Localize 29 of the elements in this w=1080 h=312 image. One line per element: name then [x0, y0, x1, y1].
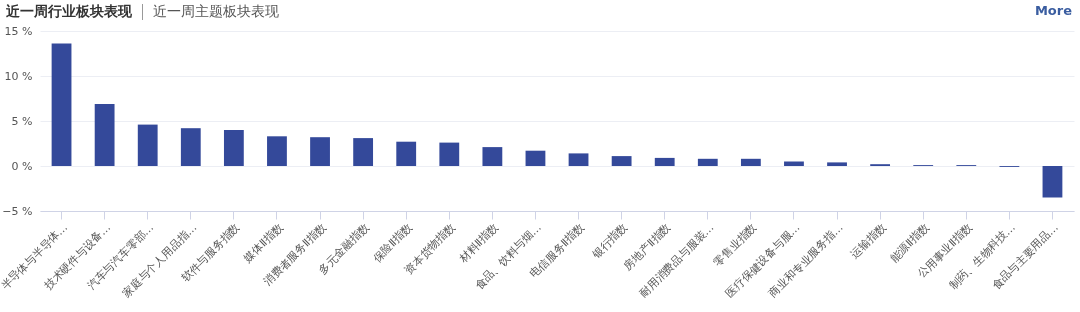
- bar: [439, 142, 460, 166]
- x-tick-label: 运输指数: [848, 220, 889, 262]
- y-tick-label: 5 %: [11, 114, 33, 128]
- bar: [827, 162, 847, 166]
- bar: [137, 124, 158, 166]
- bar: [568, 153, 589, 166]
- bar: [267, 136, 287, 166]
- y-tick-label: 15 %: [4, 24, 33, 38]
- bar: [611, 156, 632, 166]
- y-tick-label: 0 %: [11, 159, 33, 173]
- bar: [94, 103, 115, 166]
- bar: [180, 128, 201, 166]
- bar: [482, 147, 503, 166]
- bar: [353, 138, 374, 166]
- y-tick-label: 10 %: [4, 69, 33, 83]
- bar: [697, 158, 718, 166]
- bar: [654, 157, 675, 166]
- bar: [1042, 166, 1063, 198]
- bar: [310, 137, 330, 166]
- bar: [525, 150, 546, 166]
- y-tick-label: −5 %: [2, 204, 33, 218]
- chart-title: 近一周行业板块表现: [6, 3, 132, 19]
- bar: [396, 141, 417, 166]
- chart-subtitle: 近一周主题板块表现: [153, 3, 279, 19]
- bar: [223, 130, 244, 166]
- bar: [51, 43, 72, 166]
- bar: [784, 161, 804, 166]
- text: More: [1034, 2, 1072, 20]
- bar: [740, 158, 761, 166]
